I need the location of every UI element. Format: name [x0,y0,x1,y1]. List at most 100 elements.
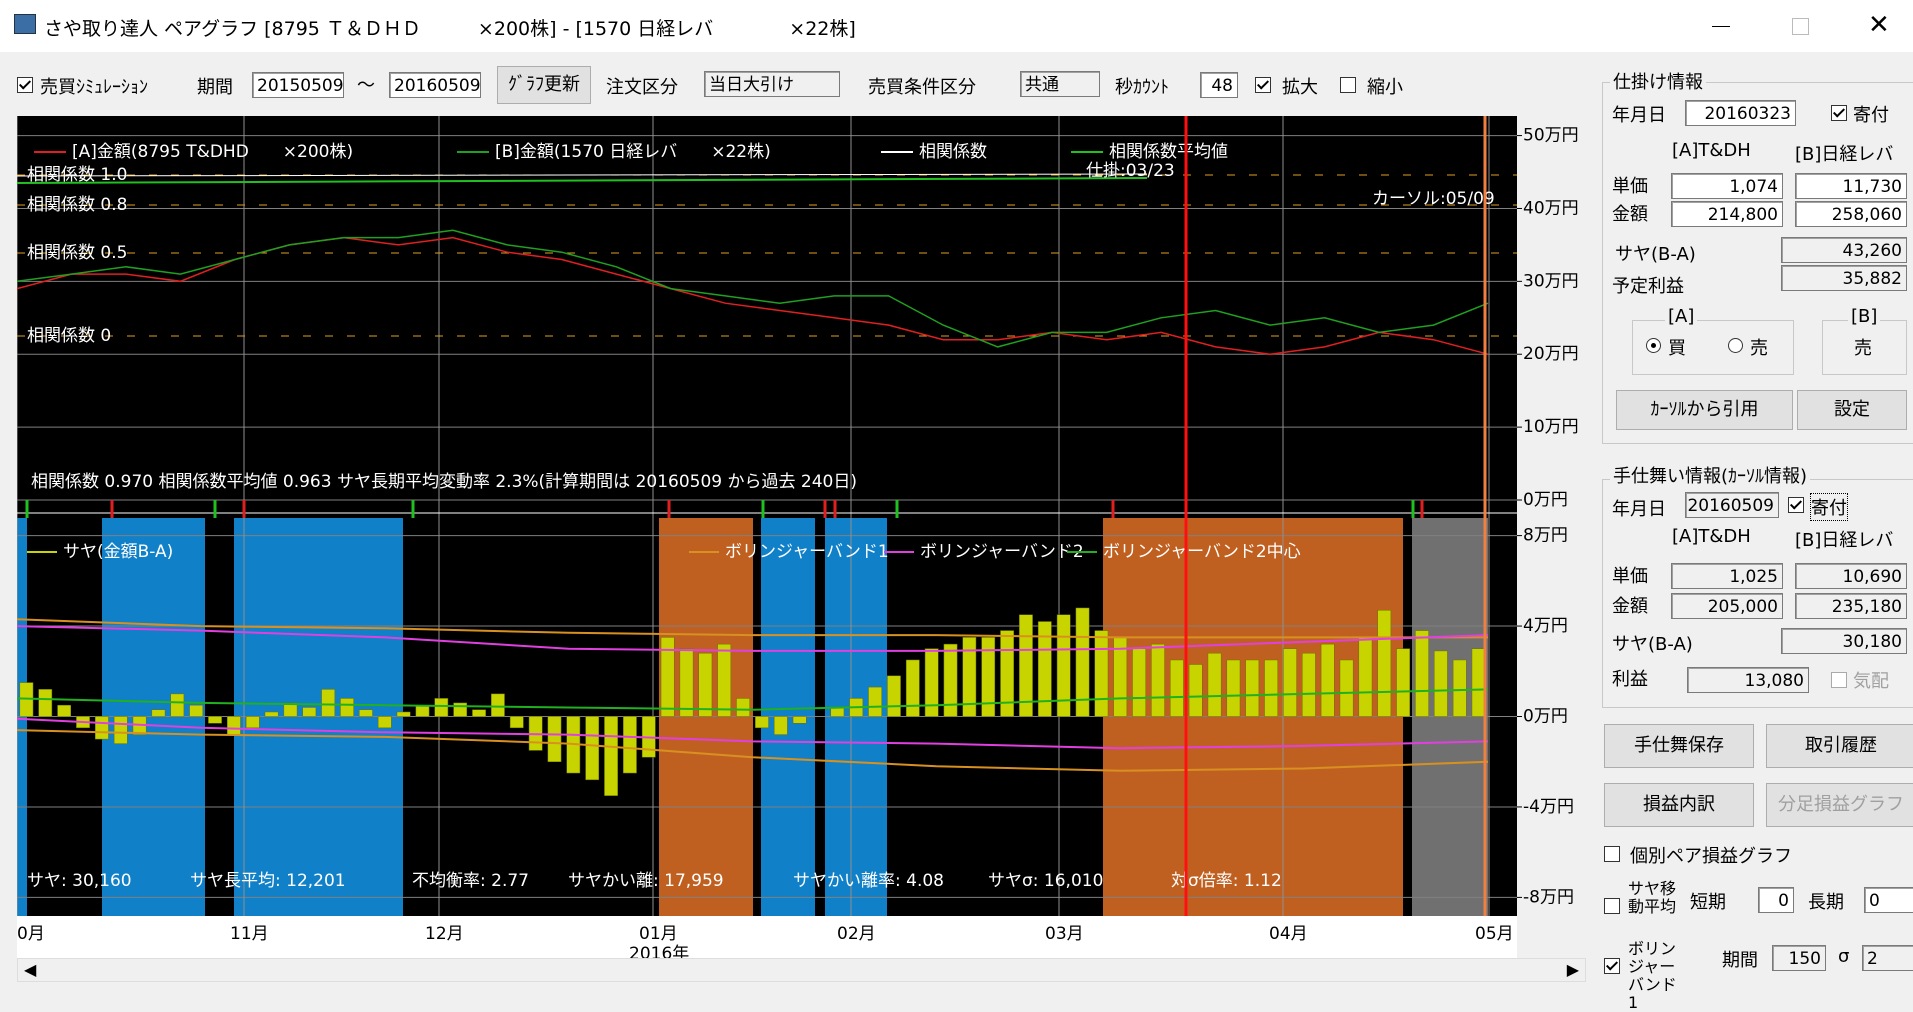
stat-text: 不均衡率: 2.77 [412,871,529,891]
spread-bar [1207,652,1222,717]
spread-bar [170,693,185,717]
entry-marker: 仕掛:03/23 [1086,161,1175,181]
spread-bar [1301,652,1316,717]
stat-text: サヤかい離率: 4.08 [793,871,944,891]
spread-bar [1132,648,1146,717]
checkbox[interactable] [1255,77,1271,93]
update-button[interactable]: ｸﾞﾗﾌ更新 [497,66,591,104]
pair-chart: 50万円 40万円 30万円 20万円 10万円 0万円 8万円 4万円 0万円 -4万円 -8万円… [17,116,1586,958]
date-input[interactable]: 20150509 [252,72,344,98]
radio[interactable] [1728,338,1743,353]
y-tick-label: 50万円 [1523,126,1579,146]
label: サヤ(B-A) [1615,244,1696,265]
y-tick-label: -8万円 [1523,887,1574,907]
column-header: [A]T&DH [1672,526,1751,547]
label: 売買ｼﾐｭﾚｰｼｮﾝ [40,77,148,98]
spread-bar [943,643,958,717]
input[interactable]: 150 [1772,945,1826,971]
spread-bar [57,704,71,717]
checkbox[interactable] [1831,672,1847,688]
date-input[interactable]: 20160509 [389,72,481,98]
stat-text: サヤかい離: 17,959 [568,871,724,891]
stat-text: サヤσ: 16,010 [988,871,1103,891]
x-tick-label: 05月 [1475,924,1514,944]
spread-bar [717,643,732,717]
seconds-input[interactable]: 48 [1200,72,1238,98]
stat-text: サヤ: 30,160 [27,871,132,891]
scrollbar[interactable]: ◀ ▶ [17,958,1586,982]
order-select[interactable]: 当日大引け [704,71,840,97]
correlation-average [17,177,1148,184]
spread-bar [396,711,411,717]
y-tick-label: 4万円 [1523,616,1568,636]
spread-bar [1075,607,1090,717]
checkbox[interactable] [1604,846,1620,862]
breakdown-button[interactable]: 損益内訳 [1604,783,1754,827]
label: ～ [357,75,375,96]
spread-bar [189,704,204,717]
cursor-marker: カーソル:05/09 [1372,189,1495,209]
correlation [17,173,1148,177]
spread-bar [679,648,694,717]
maximize-button[interactable] [1792,18,1809,35]
spread-bar [38,689,53,717]
x-tick-label: 04月 [1269,924,1308,944]
label: 売買条件区分 [868,77,976,98]
band-line [17,729,1489,772]
spread-bar [95,716,109,740]
label: 買 [1668,338,1686,359]
label: 期間 [1722,950,1758,971]
x-tick-label: 02月 [837,924,876,944]
checkbox[interactable] [1604,958,1620,974]
spread-bar [1283,648,1297,717]
legend-label: ボリンジャーバンド1 [725,542,889,562]
history-button[interactable]: 取引履歴 [1766,724,1913,768]
x-tick-label: 01月 [639,924,678,944]
correlation-label: 相関係数 0.8 [27,195,127,215]
spread-bar [208,716,222,724]
spread-bar [962,637,977,717]
y-tick-label: 0万円 [1523,707,1568,727]
spread-bar [245,716,260,729]
title-bar: さや取り達人 ペアグラフ [8795 Ｔ＆ＤＨＤ ×200株] - [1570 … [0,0,1913,52]
spread-bar [887,675,901,717]
input[interactable]: 0 [1864,887,1913,913]
radio[interactable] [1646,338,1661,353]
settings-button[interactable]: 設定 [1797,390,1907,430]
spread-bar [1339,659,1354,717]
label: σ [1838,946,1850,967]
field: 205,000 [1671,593,1783,619]
checkbox[interactable] [1788,497,1804,513]
y-tick-label: 20万円 [1523,344,1579,364]
spread-bar [1188,664,1203,717]
spread-bar [698,652,713,717]
label: 単価 [1612,176,1648,197]
spread-bar [604,716,618,796]
checkbox[interactable] [1340,77,1356,93]
close-button[interactable]: ✕ [1868,10,1890,40]
label: 売 [1854,338,1872,359]
x-tick-label: 11月 [230,924,269,944]
spread-bar [547,716,562,762]
input[interactable]: 0 [1758,887,1794,913]
field: 35,882 [1781,265,1907,291]
date-field[interactable]: 20160323 [1685,100,1796,126]
label: 個別ペア損益グラフ [1630,846,1792,867]
condition-select[interactable]: 共通 [1020,71,1100,97]
y-tick-label: 0万円 [1523,490,1568,510]
minimize-button[interactable] [1712,26,1730,27]
y-tick-label: 40万円 [1523,198,1579,218]
label: 拡大 [1282,77,1318,98]
x-axis-area [17,916,1517,958]
checkbox[interactable] [1604,898,1620,914]
spread-bar [660,637,675,717]
input[interactable]: 2 [1862,945,1913,971]
spread-bar [1320,643,1335,717]
minute-graph-button[interactable]: 分足損益グラフ [1766,783,1913,827]
save-button[interactable]: 手仕舞保存 [1604,724,1754,768]
legend-label: 相関係数 [919,142,987,162]
checkbox[interactable] [1831,105,1847,121]
label: 縮小 [1367,77,1403,98]
quote-button[interactable]: ｶｰｿﾙから引用 [1616,390,1793,430]
checkbox[interactable] [17,77,33,93]
